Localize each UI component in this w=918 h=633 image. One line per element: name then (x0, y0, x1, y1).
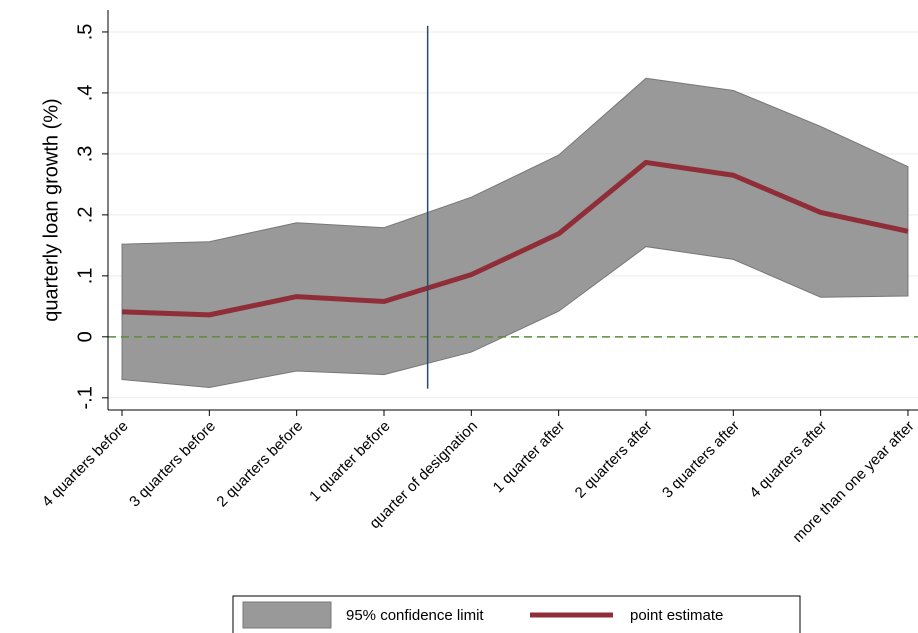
y-axis-label: quarterly loan growth (%) (40, 98, 62, 321)
x-tick-label: 3 quarters before (126, 418, 219, 511)
confidence-band (121, 77, 909, 388)
x-tick-label: 2 quarters after (572, 418, 656, 502)
x-tick-label: 1 quarter after (490, 418, 569, 497)
y-tick-label: .1 (74, 268, 96, 285)
x-tick-label: 2 quarters before (213, 418, 306, 511)
x-tick-label: 1 quarter before (306, 418, 394, 506)
legend-label: point estimate (630, 607, 723, 624)
y-tick-label: 0 (74, 331, 96, 342)
x-tick-label: 4 quarters after (746, 418, 830, 502)
legend-label: 95% confidence limit (346, 607, 484, 624)
y-tick-label: .4 (74, 85, 96, 102)
x-tick-label: 3 quarters after (659, 418, 743, 502)
estimate-line (121, 159, 909, 318)
y-tick-label: .5 (74, 24, 96, 41)
y-tick-label: .3 (74, 146, 96, 163)
x-tick-label: 4 quarters before (39, 418, 132, 511)
y-tick-label: -.1 (74, 386, 96, 409)
y-tick-label: .2 (74, 207, 96, 224)
legend-swatch (242, 601, 332, 629)
